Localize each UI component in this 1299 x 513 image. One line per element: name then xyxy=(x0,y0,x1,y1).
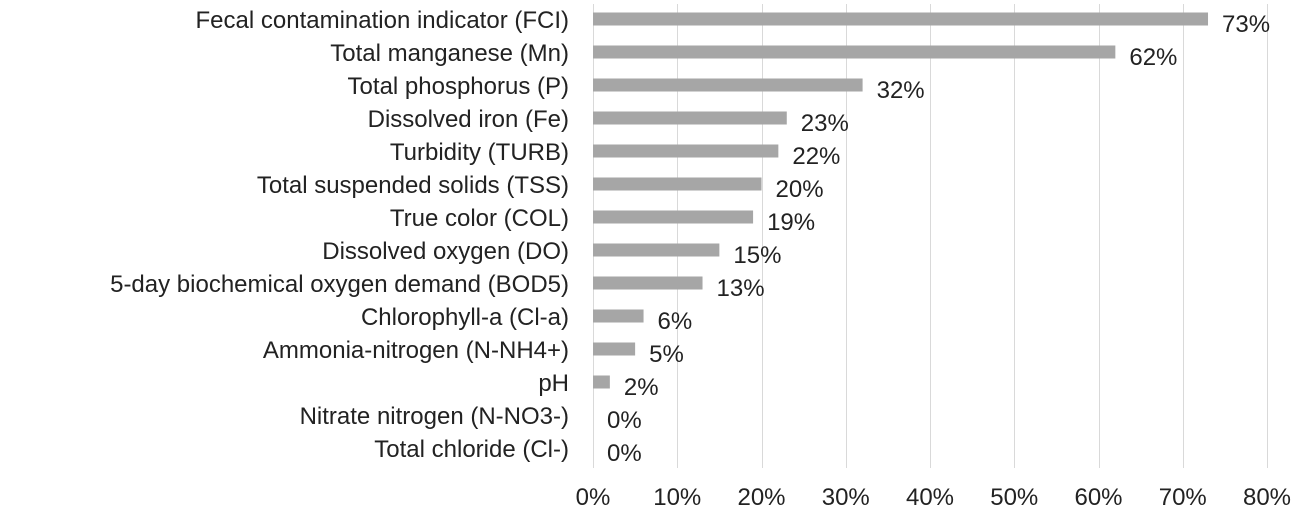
x-tick-label: 0% xyxy=(576,484,611,511)
data-label: 6% xyxy=(658,308,693,335)
bar xyxy=(593,177,762,191)
gridlines xyxy=(593,4,1268,468)
bar xyxy=(593,45,1116,59)
x-tick-label: 70% xyxy=(1159,484,1207,511)
bar xyxy=(593,375,610,389)
category-label: Total chloride (Cl-) xyxy=(374,436,569,463)
data-label: 22% xyxy=(792,143,840,170)
data-label: 15% xyxy=(733,242,781,269)
data-label: 0% xyxy=(607,440,642,467)
category-label: Total phosphorus (P) xyxy=(348,73,569,100)
x-tick-label: 10% xyxy=(653,484,701,511)
x-tick-label: 80% xyxy=(1243,484,1291,511)
category-labels: Fecal contamination indicator (FCI) Total… xyxy=(110,7,569,463)
category-label: Chlorophyll-a (Cl-a) xyxy=(361,304,569,331)
bar xyxy=(593,243,720,257)
data-label: 5% xyxy=(649,341,684,368)
x-tick-label: 30% xyxy=(822,484,870,511)
bar xyxy=(593,276,703,290)
bars xyxy=(593,12,1209,389)
bar xyxy=(593,111,787,125)
x-tick-label: 40% xyxy=(906,484,954,511)
data-label: 2% xyxy=(624,374,659,401)
category-label: Ammonia-nitrogen (N-NH4+) xyxy=(263,337,569,364)
bar xyxy=(593,342,636,356)
category-label: Fecal contamination indicator (FCI) xyxy=(196,7,569,34)
x-axis-tick-labels: 0% 10% 20% 30% 40% 50% 60% 70% 80% xyxy=(576,484,1291,511)
category-label: Nitrate nitrogen (N-NO3-) xyxy=(300,403,569,430)
bar xyxy=(593,210,754,224)
data-label: 20% xyxy=(776,176,824,203)
data-label: 0% xyxy=(607,407,642,434)
x-tick-label: 60% xyxy=(1074,484,1122,511)
data-label: 13% xyxy=(717,275,765,302)
data-label: 62% xyxy=(1129,44,1177,71)
data-labels: 73% 62% 32% 23% 22% 20% 19% 15% 13% 6% 5% 2% 0% 0% xyxy=(607,11,1270,467)
category-label: Total manganese (Mn) xyxy=(330,40,569,67)
data-label: 19% xyxy=(767,209,815,236)
bar xyxy=(593,78,863,92)
data-label: 32% xyxy=(877,77,925,104)
data-label: 73% xyxy=(1222,11,1270,38)
category-label: Total suspended solids (TSS) xyxy=(257,172,569,199)
x-tick-label: 50% xyxy=(990,484,1038,511)
category-label: pH xyxy=(538,370,569,397)
category-label: True color (COL) xyxy=(390,205,569,232)
category-label: Dissolved iron (Fe) xyxy=(368,106,569,133)
bar xyxy=(593,12,1209,26)
data-label: 23% xyxy=(801,110,849,137)
category-label: Turbidity (TURB) xyxy=(390,139,569,166)
x-tick-label: 20% xyxy=(737,484,785,511)
bar xyxy=(593,309,644,323)
bar xyxy=(593,144,779,158)
category-label: 5-day biochemical oxygen demand (BOD5) xyxy=(110,271,569,298)
category-label: Dissolved oxygen (DO) xyxy=(322,238,569,265)
